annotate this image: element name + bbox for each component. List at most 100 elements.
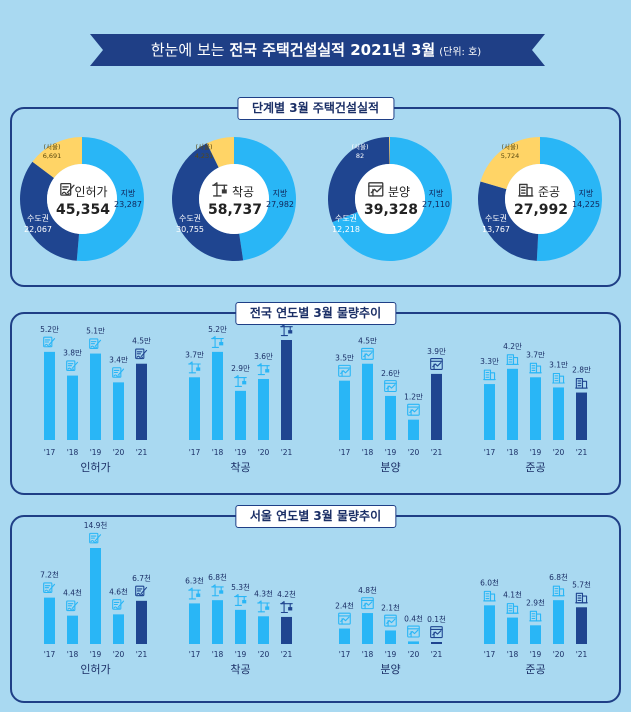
sale-icon <box>430 358 443 371</box>
bar <box>507 368 518 440</box>
sale-icon <box>430 626 443 639</box>
x-tick-label: '18 <box>507 448 519 457</box>
bar-value-label: 3.7만 <box>526 350 545 359</box>
bar <box>576 607 587 644</box>
slice-value-seoul: 5,724 <box>501 152 520 160</box>
x-tick-label: '21 <box>281 650 293 659</box>
slice-label-seoul: (서울) <box>501 142 518 151</box>
donut-hole <box>199 164 269 234</box>
permit-icon <box>43 336 56 348</box>
slice-value-local: 27,110 <box>422 200 450 209</box>
bar-group-1: 5.2만 '17 3.8만 '18 5.1만 '19 3.4만 '20 4.5만 '21 인허가 <box>40 325 151 474</box>
permit-icon <box>43 582 56 594</box>
x-tick-label: '18 <box>362 448 374 457</box>
bar-value-label: 4.2천 <box>277 589 296 599</box>
permit-icon <box>60 182 75 196</box>
donut-hole <box>47 164 117 234</box>
donut-slice-local <box>234 137 297 261</box>
bar <box>553 600 564 644</box>
donut-slice-seoul <box>32 137 82 178</box>
sale-icon <box>407 625 420 638</box>
x-tick-label: '21 <box>136 448 148 457</box>
bar <box>67 615 78 644</box>
bar-value-label: 2.9천 <box>526 597 545 607</box>
header-banner: 한눈에 보는 전국 주택건설실적 2021년 3월 (단위: 호) <box>90 34 545 66</box>
x-tick-label: '19 <box>530 448 542 457</box>
bar-value-label: 3.9만 <box>427 347 446 356</box>
donut-hole <box>355 164 425 234</box>
bar-value-label: 4.1천 <box>503 590 522 600</box>
bar-value-label: 2.4천 <box>335 601 354 611</box>
crane-icon <box>188 361 201 374</box>
slice-value-capital: 13,767 <box>482 225 510 234</box>
crane-icon <box>280 601 293 614</box>
slice-label-capital: 수도권 <box>27 213 49 223</box>
sale-icon <box>361 597 374 610</box>
crane-icon <box>211 584 224 597</box>
bar-group-3: 3.5만 '17 4.5만 '18 2.6만 '19 1.2만 '20 3.9만 '21 분양 <box>335 337 446 474</box>
bar-value-label: 5.2만 <box>208 325 227 334</box>
x-tick-label: '19 <box>385 448 397 457</box>
bar <box>235 609 246 644</box>
bar-value-label: 6.8천 <box>549 572 568 582</box>
donut-4: 준공 27,992 지방 14,225 수도권 13,767 (서울)5,724 <box>478 137 602 261</box>
x-tick-label: '17 <box>189 448 201 457</box>
donut-slice-local <box>536 137 602 261</box>
bar-value-label: 5.2만 <box>40 325 59 334</box>
x-tick-label: '20 <box>113 650 125 659</box>
bar <box>362 613 373 644</box>
x-tick-label: '18 <box>212 650 224 659</box>
bar-value-label: 2.6만 <box>381 369 400 378</box>
building-icon <box>483 369 496 381</box>
donut-name: 착공 <box>232 185 254 199</box>
slice-value-capital: 22,067 <box>24 225 52 234</box>
bar <box>136 600 147 644</box>
donut-total: 45,354 <box>56 202 110 218</box>
building-icon <box>506 603 519 614</box>
slice-label-seoul: (서울) <box>195 142 212 151</box>
slice-label-capital: 수도권 <box>485 213 507 223</box>
header-title-prefix: 한눈에 보는 <box>151 41 230 59</box>
national-section-title: 전국 연도별 3월 물량추이 <box>234 302 397 325</box>
group-name-label: 인허가 <box>80 663 110 676</box>
x-tick-label: '19 <box>235 448 247 457</box>
slice-label-local: 지방 <box>273 188 288 198</box>
bar <box>44 597 55 644</box>
permit-icon <box>112 599 125 610</box>
bar-value-label: 3.7만 <box>185 350 204 359</box>
bar-value-label: 4.3천 <box>254 588 273 598</box>
bar <box>258 378 269 440</box>
bar-group-4: 3.3만 '17 4.2만 '18 3.7만 '19 3.1만 '20 2.8만 '21 준공 <box>480 342 591 474</box>
group-name-label: 준공 <box>525 461 545 474</box>
group-name-label: 착공 <box>230 663 250 676</box>
donut-slice-capital <box>171 143 244 261</box>
bar <box>281 340 292 440</box>
group-name-label: 분양 <box>380 663 400 676</box>
donut-total: 27,992 <box>514 202 568 218</box>
crane-icon <box>257 363 270 376</box>
slice-label-seoul: (서울) <box>43 142 60 151</box>
bar <box>385 630 396 644</box>
slice-label-capital: 수도권 <box>179 213 201 223</box>
donut-slice-seoul <box>206 137 234 168</box>
bar-value-label: 7.2천 <box>40 570 59 580</box>
x-tick-label: '18 <box>362 650 374 659</box>
x-tick-label: '21 <box>431 650 443 659</box>
x-tick-label: '17 <box>339 448 351 457</box>
bar <box>431 373 442 440</box>
slice-value-seoul: 82 <box>356 152 364 160</box>
bar <box>362 363 373 440</box>
bar-value-label: 6.3천 <box>185 575 204 585</box>
donut-slice-local <box>332 137 452 261</box>
x-tick-label: '20 <box>553 650 565 659</box>
donut-name: 준공 <box>538 185 560 199</box>
x-tick-label: '19 <box>530 650 542 659</box>
x-tick-label: '20 <box>258 448 270 457</box>
slice-label-local: 지방 <box>429 188 444 198</box>
permit-icon <box>89 532 102 544</box>
donut-slice-seoul <box>389 137 390 165</box>
bar-value-label: 4.4천 <box>63 588 82 598</box>
donut-slice-capital <box>328 137 390 223</box>
